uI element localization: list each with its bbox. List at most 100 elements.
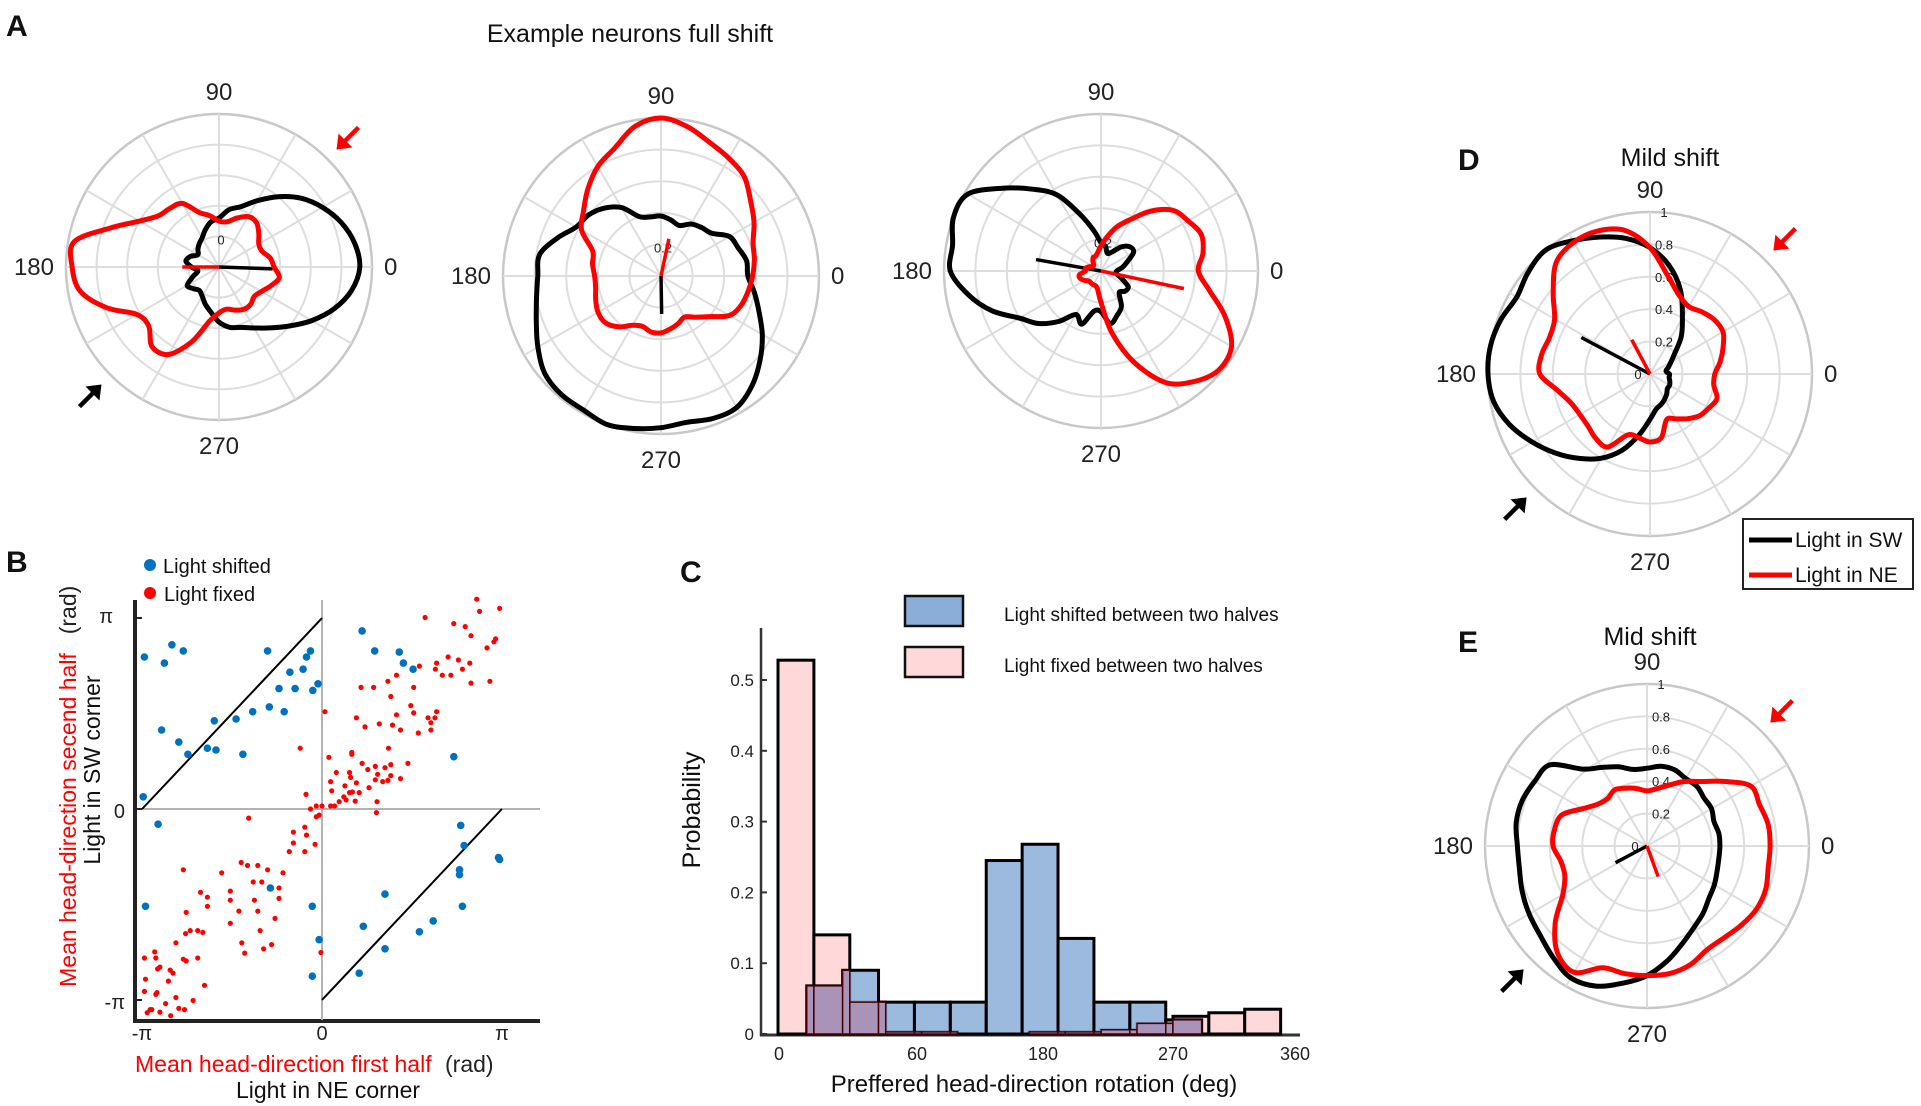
point-fixed [328, 803, 334, 809]
radial-tick-label: 0 [1631, 839, 1638, 854]
point-fixed [445, 654, 451, 660]
point-shifted [160, 659, 169, 667]
panel-d-legend: Light in SW Light in NE [1742, 518, 1914, 590]
angle-label: 180 [1436, 361, 1476, 388]
point-fixed [388, 693, 394, 700]
point-fixed [157, 1009, 163, 1015]
polar-grid-spoke [1646, 845, 1729, 987]
polar-grid-spoke [1646, 845, 1788, 928]
point-fixed [141, 988, 147, 995]
point-shifted [409, 665, 417, 673]
point-fixed [428, 720, 434, 726]
angle-label: 270 [1630, 549, 1670, 576]
point-fixed [376, 721, 382, 727]
point-shifted [299, 665, 307, 673]
point-fixed [336, 799, 342, 805]
point-fixed [365, 766, 371, 773]
point-fixed [272, 915, 278, 922]
point-fixed [352, 798, 358, 804]
point-fixed [432, 715, 438, 721]
sw-arrow-icon [1503, 497, 1527, 521]
point-fixed [491, 639, 497, 645]
point-fixed [142, 976, 149, 982]
point-fixed [333, 769, 339, 776]
y-axis-sublabel: Light in SW corner [79, 675, 105, 865]
sw-arrow-icon [1500, 969, 1524, 993]
x-tick-pi: π [495, 1023, 509, 1045]
point-fixed [242, 950, 248, 956]
y-tick-label-c: 0.5 [730, 671, 754, 690]
bar-fixed [1207, 1011, 1247, 1036]
tuning-curve-sw [946, 185, 1137, 327]
legend-swatch-shifted [903, 594, 965, 628]
point-fixed [307, 806, 314, 812]
point-fixed [356, 790, 362, 796]
bar-fixed [1243, 1007, 1283, 1036]
point-shifted [358, 627, 366, 635]
point-fixed [319, 803, 325, 809]
point-fixed [257, 928, 263, 934]
panel-label-c: C [680, 556, 702, 589]
point-shifted [355, 969, 364, 977]
point-fixed [265, 867, 271, 873]
point-shifted [203, 744, 212, 752]
panel-e-title: Mid shift [1603, 623, 1696, 651]
point-shifted [450, 752, 458, 761]
point-shifted [415, 928, 424, 936]
bar-overlap [813, 985, 844, 1035]
point-fixed [397, 727, 404, 733]
point-fixed [428, 727, 434, 733]
point-fixed [155, 966, 161, 972]
polar-grid-spoke [218, 189, 353, 268]
polar-grid-spoke [1649, 233, 1732, 375]
point-fixed [313, 803, 319, 809]
point-shifted [248, 707, 257, 716]
point-fixed [349, 751, 355, 757]
arrow-head [336, 133, 353, 150]
point-fixed [195, 928, 201, 934]
point-fixed [346, 769, 353, 776]
angle-label: 90 [1634, 649, 1661, 676]
point-fixed [371, 684, 377, 691]
point-shifted [315, 935, 323, 944]
point-fixed [375, 771, 381, 777]
point-shifted [399, 659, 408, 667]
panel-a-title: Example neurons full shift [487, 20, 773, 48]
bar-overlap [1136, 1022, 1167, 1035]
point-fixed [405, 760, 411, 767]
polar-grid-spoke [218, 266, 353, 345]
point-fixed [385, 745, 392, 751]
point-fixed [280, 870, 286, 876]
point-fixed [346, 790, 353, 796]
point-fixed [468, 633, 474, 639]
ne-arrow-icon [1773, 227, 1797, 251]
histogram-c: Light shifted between two halves Light f… [678, 594, 1310, 1098]
polar-grid-spoke [581, 275, 662, 414]
point-shifted [359, 922, 368, 931]
angle-label: 270 [1627, 1021, 1667, 1048]
point-fixed [408, 703, 414, 709]
x-tick-neg-pi: -π [132, 1023, 152, 1045]
angle-label: 90 [1637, 177, 1664, 204]
point-fixed [432, 666, 438, 672]
panel-label-e: E [1458, 626, 1478, 659]
bar-shifted [948, 1000, 988, 1036]
point-shifted [210, 717, 219, 725]
point-fixed [236, 908, 242, 914]
point-shifted [286, 668, 294, 676]
point-fixed [181, 1007, 188, 1013]
point-shifted [154, 820, 162, 828]
point-fixed [163, 1001, 169, 1007]
bar-overlap [1093, 1031, 1102, 1035]
point-fixed [153, 955, 159, 961]
point-fixed [255, 862, 261, 869]
point-fixed [388, 762, 394, 768]
point-fixed [313, 814, 319, 820]
x-tick-label-c: 0 [774, 1044, 784, 1064]
bar-overlap [1057, 1031, 1066, 1035]
point-fixed [152, 949, 158, 955]
point-fixed [329, 788, 335, 794]
x-axis-label-unit: (rad) [445, 1051, 494, 1077]
point-fixed [187, 928, 193, 934]
